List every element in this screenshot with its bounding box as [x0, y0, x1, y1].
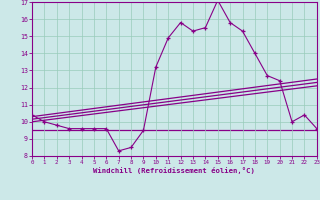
X-axis label: Windchill (Refroidissement éolien,°C): Windchill (Refroidissement éolien,°C): [93, 167, 255, 174]
